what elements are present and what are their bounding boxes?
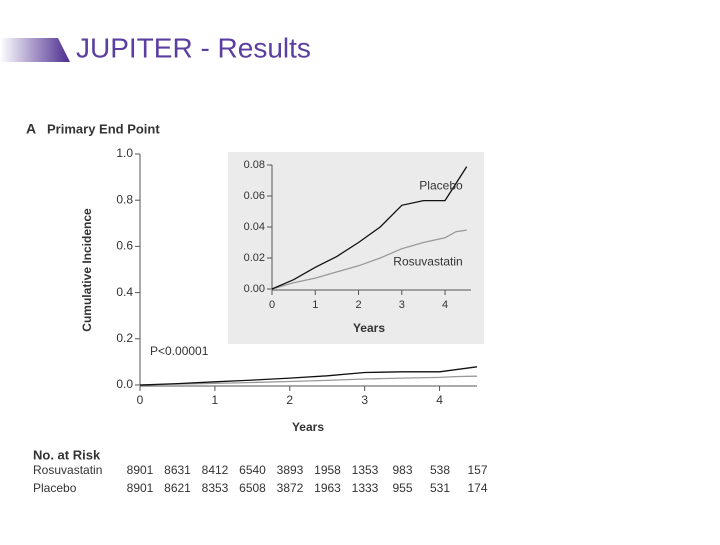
y-tick-label: 0.2 [116, 331, 133, 345]
y-tick-label: 0.8 [116, 192, 133, 206]
title-decoration [0, 38, 70, 62]
risk-count: 8353 [202, 481, 229, 495]
risk-count: 157 [467, 463, 487, 477]
x-tick-label: 0 [269, 299, 275, 311]
panel-label: A [26, 121, 36, 137]
x-tick-label: 2 [286, 393, 293, 407]
risk-count: 1963 [314, 481, 341, 495]
y-tick-label: 1.0 [116, 146, 133, 160]
series-line [139, 366, 478, 386]
risk-count: 8631 [164, 463, 191, 477]
series-line [271, 166, 468, 290]
risk-count: 531 [430, 481, 450, 495]
x-tick-label: 4 [436, 393, 443, 407]
risk-count: 6508 [239, 481, 266, 495]
y-tick-label: 0.00 [244, 283, 265, 295]
series-line [271, 229, 467, 290]
inset-x-axis-label: Years [353, 321, 385, 335]
risk-count: 174 [467, 481, 487, 495]
series-label: Rosuvastatin [393, 254, 462, 268]
row-label: Placebo [33, 481, 77, 495]
y-tick-label: 0.08 [244, 159, 265, 171]
series-label: Placebo [419, 179, 463, 193]
x-axis-label: Years [292, 420, 324, 434]
y-tick-label: 0.04 [244, 221, 265, 233]
y-tick-label: 0.4 [116, 285, 133, 299]
risk-count: 8621 [164, 481, 191, 495]
y-tick-label: 0.06 [244, 190, 265, 202]
y-tick-label: 0.6 [116, 239, 133, 253]
risk-table-title: No. at Risk [33, 447, 101, 462]
risk-count: 3872 [277, 481, 304, 495]
risk-count: 1958 [314, 463, 341, 477]
x-tick-label: 2 [355, 299, 361, 311]
risk-count: 6540 [239, 463, 266, 477]
risk-count: 8901 [127, 481, 154, 495]
x-tick-label: 3 [399, 299, 405, 311]
row-label: Rosuvastatin [33, 463, 102, 477]
risk-count: 1333 [352, 481, 379, 495]
x-tick-label: 3 [361, 393, 368, 407]
chart-title: Primary End Point [47, 121, 160, 136]
x-tick-label: 1 [312, 299, 318, 311]
risk-count: 955 [392, 481, 412, 495]
risk-count: 8412 [202, 463, 229, 477]
risk-count: 3893 [277, 463, 304, 477]
risk-count: 538 [430, 463, 450, 477]
risk-count: 8901 [127, 463, 154, 477]
risk-count: 1353 [352, 463, 379, 477]
p-value: P<0.00001 [150, 344, 209, 358]
slide-title: JUPITER - Results [76, 32, 311, 63]
risk-count: 983 [392, 463, 412, 477]
y-axis-label: Cumulative Incidence [80, 208, 94, 332]
x-tick-label: 1 [212, 393, 219, 407]
series-line [139, 375, 478, 386]
inset-background [228, 152, 484, 344]
y-tick-label: 0.02 [244, 252, 265, 264]
x-tick-label: 4 [442, 299, 448, 311]
y-tick-label: 0.0 [116, 377, 133, 391]
x-tick-label: 0 [137, 393, 144, 407]
